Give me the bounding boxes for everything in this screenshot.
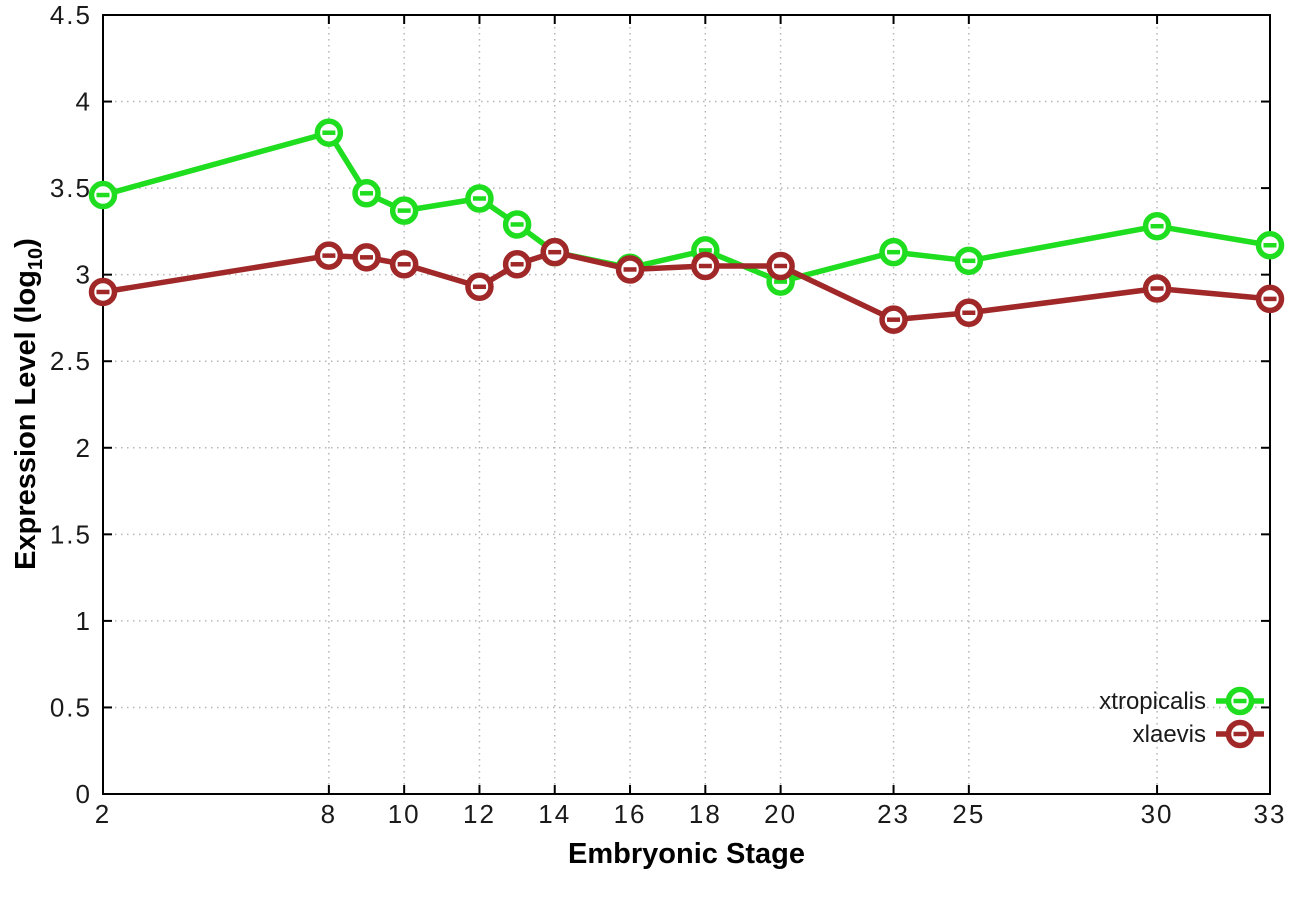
data-point-xlaevis <box>389 250 419 279</box>
y-axis-title: Expression Level (log10) <box>10 4 52 804</box>
y-tick-label: 3 <box>76 260 92 290</box>
x-tick-label: 30 <box>1141 799 1174 829</box>
y-tick-label: 4 <box>76 87 92 117</box>
data-point-xtropicalis <box>1255 230 1285 260</box>
data-point-xlaevis <box>540 237 569 267</box>
data-point-xtropicalis <box>954 246 984 276</box>
data-point-xlaevis <box>766 251 795 281</box>
legend: xtropicalis xlaevis <box>1099 686 1264 749</box>
data-point-xtropicalis <box>502 210 532 239</box>
x-tick-label: 20 <box>764 799 797 829</box>
y-tick-label: 3.5 <box>50 173 92 203</box>
data-point-xlaevis <box>465 272 494 302</box>
y-axis-title-subscript: 10 <box>24 247 47 271</box>
data-point-xtropicalis <box>352 179 381 208</box>
legend-label: xtropicalis <box>1099 688 1206 715</box>
plot-border <box>102 14 1271 795</box>
data-point-xlaevis <box>88 277 118 307</box>
x-tick-label: 12 <box>463 799 496 829</box>
x-tick-label: 2 <box>95 799 111 829</box>
x-tick-label: 8 <box>321 799 337 829</box>
data-point-xlaevis <box>1255 284 1285 314</box>
x-tick-label: 25 <box>952 799 985 829</box>
legend-item-xlaevis: xlaevis <box>1133 719 1264 749</box>
x-tick-label: 23 <box>877 799 910 829</box>
x-tick-label: 18 <box>689 799 722 829</box>
data-point-xlaevis <box>879 305 908 334</box>
data-point-xtropicalis <box>314 118 344 147</box>
data-point-xlaevis <box>1142 274 1172 303</box>
series-line-xtropicalis <box>100 129 1273 285</box>
data-point-xtropicalis <box>879 237 908 267</box>
series-line-xlaevis <box>100 249 1273 323</box>
y-axis-title-suffix: ) <box>10 238 42 248</box>
x-axis-title: Embryonic Stage <box>568 838 805 870</box>
data-point-xtropicalis <box>88 180 118 210</box>
x-tick-label: 16 <box>614 799 647 829</box>
data-point-xlaevis <box>954 298 984 328</box>
x-tick-label: 10 <box>388 799 421 829</box>
data-point-xlaevis <box>352 243 381 272</box>
data-point-xlaevis <box>691 251 720 281</box>
legend-marker-icon <box>1225 686 1255 716</box>
x-tick-label: 14 <box>538 799 571 829</box>
y-tick-label: 1 <box>76 606 92 636</box>
y-tick-label: 0 <box>76 779 92 809</box>
x-tick-label: 33 <box>1254 799 1287 829</box>
data-point-xtropicalis <box>465 184 494 213</box>
legend-item-xtropicalis: xtropicalis <box>1099 686 1264 716</box>
y-tick-label: 2 <box>76 433 92 463</box>
y-tick-label: 1.5 <box>50 519 92 549</box>
legend-marker-icon <box>1225 719 1255 749</box>
y-axis-title-main: Expression Level (log <box>10 270 42 570</box>
y-tick-label: 0.5 <box>50 692 92 722</box>
data-point-xlaevis <box>314 241 344 270</box>
legend-label: xlaevis <box>1133 721 1206 748</box>
y-tick-label: 2.5 <box>50 346 92 376</box>
data-point-xtropicalis <box>389 196 419 225</box>
data-point-xlaevis <box>615 255 645 284</box>
y-tick-label: 4.5 <box>50 0 92 30</box>
data-point-xlaevis <box>502 250 532 279</box>
data-point-xtropicalis <box>1142 211 1172 241</box>
